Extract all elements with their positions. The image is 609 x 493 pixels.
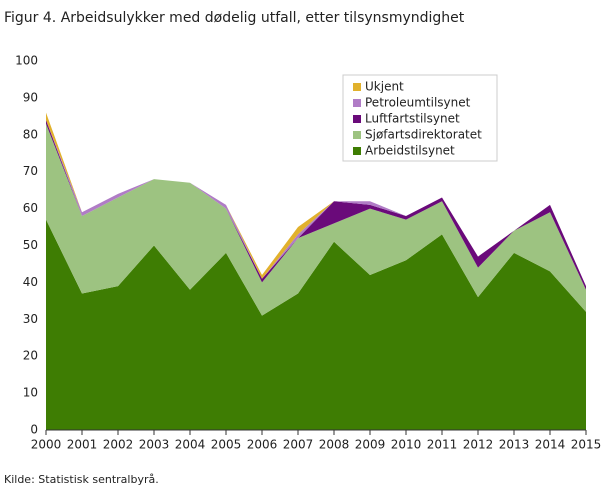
x-tick-label: 2010 [391,438,422,452]
x-tick-label: 2009 [355,438,386,452]
area [46,123,586,316]
legend-swatch [353,83,361,91]
y-tick-label: 80 [23,127,38,141]
y-tick-label: 70 [23,164,38,178]
x-tick-label: 2008 [319,438,350,452]
y-tick-label: 40 [23,275,38,289]
y-tick-label: 100 [15,54,38,68]
x-tick-label: 2004 [175,438,206,452]
y-tick-label: 60 [23,201,38,215]
y-tick-label: 0 [30,423,38,437]
y-tick-label: 30 [23,312,38,326]
x-tick-label: 2001 [67,438,98,452]
x-tick-label: 2000 [31,438,62,452]
y-tick-label: 10 [23,386,38,400]
legend-label: Arbeidstilsynet [365,144,455,158]
legend-label: Sjøfartsdirektoratet [365,128,482,142]
y-tick-label: 20 [23,349,38,363]
legend-label: Petroleumtilsynet [365,96,471,110]
x-tick-label: 2005 [211,438,242,452]
x-tick-label: 2003 [139,438,170,452]
chart-title: Figur 4. Arbeidsulykker med dødelig utfa… [4,10,465,26]
x-tick-label: 2002 [103,438,134,452]
x-tick-label: 2011 [427,438,458,452]
legend-swatch [353,147,361,155]
x-tick-label: 2014 [535,438,566,452]
x-tick-label: 2007 [283,438,314,452]
source: Kilde: Statistisk sentralbyrå. [4,473,159,486]
legend-label: Ukjent [365,80,404,94]
x-tick-label: 2012 [463,438,494,452]
x-tick-label: 2006 [247,438,278,452]
y-tick-label: 90 [23,90,38,104]
x-tick-label: 2013 [499,438,530,452]
legend-swatch [353,115,361,123]
legend-label: Luftfartstilsynet [365,112,460,126]
x-tick-label: 2015 [571,438,602,452]
legend-swatch [353,131,361,139]
legend-swatch [353,99,361,107]
area [46,219,586,430]
y-tick-label: 50 [23,238,38,252]
legend-box [342,74,498,162]
